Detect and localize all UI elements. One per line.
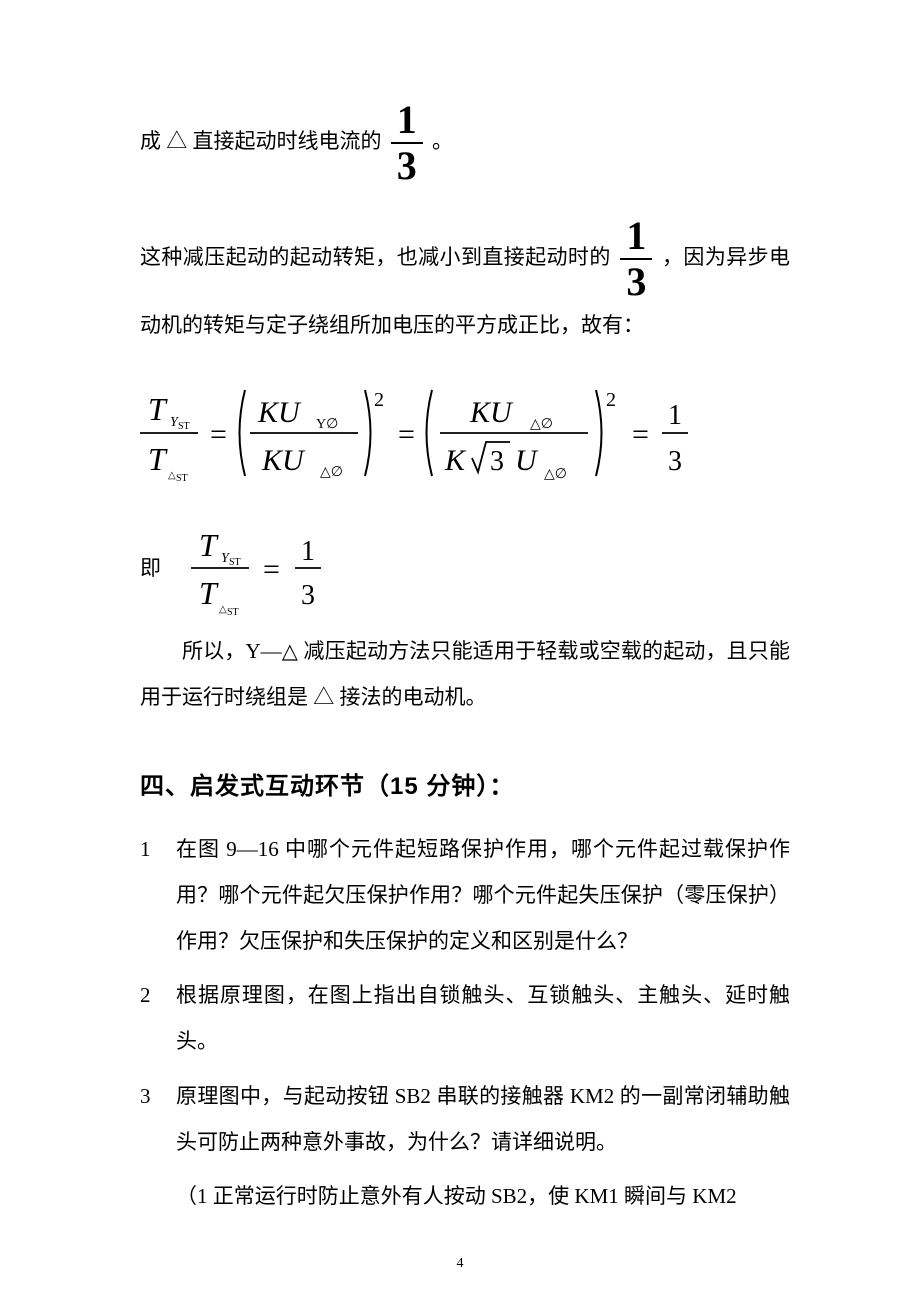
- eq1-rhs-den: 3: [668, 446, 682, 477]
- frac-num: 1: [620, 216, 652, 260]
- eq1-m2-den-K: K: [444, 444, 467, 477]
- eq1-lhs-den-sub2: ST: [176, 473, 188, 484]
- eq1-m2-num: KU: [469, 396, 514, 429]
- eq2-rhs-den: 3: [301, 580, 315, 611]
- paragraph-2: 这种减压起动的起动转矩，也减小到直接起动时的 1 3 ，因为异步电动机的转矩与定…: [140, 216, 790, 348]
- p1-pre: 成 △ 直接起动时线电流的: [140, 129, 387, 153]
- eq2-lhs-num: T: [199, 527, 219, 563]
- p3-label: 即: [140, 545, 161, 591]
- eq1-lhs-num-sub2: ST: [178, 421, 190, 432]
- fraction-inline-2: 1 3: [616, 216, 656, 302]
- list-item: 1 在图 9—16 中哪个元件起短路保护作用，哪个元件起过载保护作用？哪个元件起…: [140, 826, 790, 965]
- item-number: 2: [140, 972, 176, 1064]
- paragraph-4: 所以，Y—△ 减压起动方法只能适用于轻载或空载的起动，且只能用于运行时绕组是 △…: [140, 628, 790, 720]
- svg-text:=: =: [398, 418, 415, 451]
- eq1-exp-1: 2: [374, 389, 384, 411]
- eq1-m2-den-sub: △∅: [544, 467, 567, 482]
- item-text: 在图 9—16 中哪个元件起短路保护作用，哪个元件起过载保护作用？哪个元件起欠压…: [176, 826, 790, 965]
- item-number: 3: [140, 1073, 176, 1165]
- svg-text:=: =: [210, 418, 227, 451]
- eq1-rhs-num: 1: [668, 400, 682, 431]
- question-list: 1 在图 9—16 中哪个元件起短路保护作用，哪个元件起过载保护作用？哪个元件起…: [140, 826, 790, 1165]
- page-number: 4: [0, 1256, 920, 1272]
- eq1-exp-2: 2: [606, 389, 616, 411]
- eq1-lhs-den: T: [148, 441, 168, 477]
- eq1-m1-den-sub: △∅: [320, 465, 343, 480]
- eq2-rhs-num: 1: [301, 536, 315, 567]
- fraction-inline-1: 1 3: [387, 100, 427, 186]
- eq1-m2-den-rad: 3: [490, 446, 504, 477]
- equation-2-svg: T Y ST T △ ST = 1 3: [181, 518, 381, 618]
- eq2-lhs-num-sub2: ST: [229, 557, 241, 568]
- frac-num: 1: [391, 100, 423, 144]
- svg-text:=: =: [263, 553, 280, 586]
- eq1-lhs-den-sub: △: [168, 470, 176, 481]
- paragraph-1: 成 △ 直接起动时线电流的 1 3 。: [140, 100, 790, 186]
- document-page: 成 △ 直接起动时线电流的 1 3 。 这种减压起动的起动转矩，也减小到直接起动…: [0, 0, 920, 1302]
- eq1-m1-num-sub: Y∅: [316, 417, 338, 432]
- sub-item-text: （1 正常运行时防止意外有人按动 SB2，使 KM1 瞬间与 KM2: [176, 1173, 790, 1219]
- eq2-lhs-den: T: [199, 575, 219, 611]
- item-text: 原理图中，与起动按钮 SB2 串联的接触器 KM2 的一副常闭辅助触头可防止两种…: [176, 1073, 790, 1165]
- eq2-lhs-den-sub: △: [219, 604, 227, 615]
- p1-post: 。: [432, 129, 453, 153]
- eq1-m1-den: KU: [261, 444, 306, 477]
- list-item: 2 根据原理图，在图上指出自锁触头、互锁触头、主触头、延时触头。: [140, 972, 790, 1064]
- equation-1: T Y ST T △ ST = KU Y∅ KU △∅ 2 =: [140, 378, 790, 488]
- eq1-lhs-num: T: [148, 391, 168, 427]
- eq1-m2-num-sub: △∅: [530, 417, 553, 432]
- eq1-m1-num: KU: [257, 396, 302, 429]
- list-item: 3 原理图中，与起动按钮 SB2 串联的接触器 KM2 的一副常闭辅助触头可防止…: [140, 1073, 790, 1165]
- section-heading-4: 四、启发式互动环节（15 分钟）：: [140, 766, 790, 801]
- svg-text:=: =: [632, 418, 649, 451]
- equation-2-row: 即 T Y ST T △ ST = 1 3: [140, 518, 790, 618]
- eq1-m2-den-U: U: [515, 444, 539, 477]
- eq2-lhs-den-sub2: ST: [227, 607, 239, 618]
- p2-pre: 这种减压起动的起动转矩，也减小到直接起动时的: [140, 245, 616, 269]
- equation-1-svg: T Y ST T △ ST = KU Y∅ KU △∅ 2 =: [140, 378, 780, 488]
- item-text: 根据原理图，在图上指出自锁触头、互锁触头、主触头、延时触头。: [176, 972, 790, 1064]
- item-number: 1: [140, 826, 176, 965]
- frac-den: 3: [620, 260, 652, 302]
- frac-den: 3: [391, 144, 423, 186]
